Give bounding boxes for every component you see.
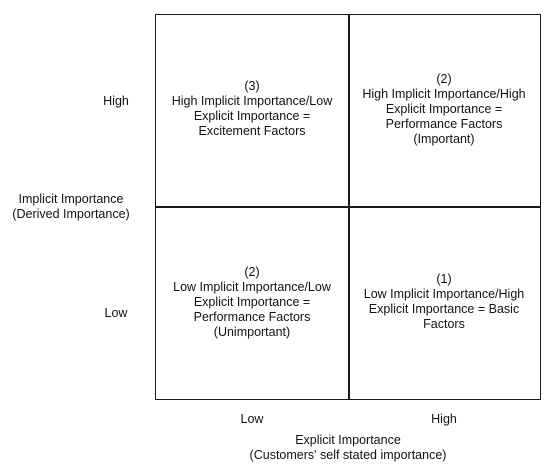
quadrant-line: (Unimportant) bbox=[213, 325, 291, 339]
quadrant-line: (Important) bbox=[413, 132, 475, 146]
x-axis-title-line2: (Customers' self stated importance) bbox=[249, 448, 447, 462]
quadrant-number: (2) bbox=[436, 72, 452, 86]
quadrant-number: (2) bbox=[244, 265, 260, 279]
quadrant-line: High Implicit Importance/Low bbox=[171, 94, 333, 108]
quadrant-line: Explicit Importance = Basic bbox=[368, 302, 520, 316]
x-axis-low-label: Low bbox=[240, 412, 264, 426]
quadrant-line: Low Implicit Importance/Low bbox=[173, 280, 331, 294]
y-axis-title-line1: Implicit Importance bbox=[18, 192, 124, 206]
quadrant-line: Performance Factors bbox=[193, 310, 311, 324]
y-axis-low-label: Low bbox=[104, 306, 128, 320]
quadrant-line: High Implicit Importance/High bbox=[362, 87, 526, 101]
quadrant-line: Explicit Importance = bbox=[193, 109, 311, 123]
quadrant-line: Performance Factors bbox=[385, 117, 503, 131]
y-axis-title-line2: (Derived Importance) bbox=[12, 207, 130, 221]
quadrant-performance-factors-important: (2) High Implicit Importance/High Explic… bbox=[349, 72, 539, 147]
quadrant-number: (3) bbox=[244, 79, 260, 93]
x-axis-title: Explicit Importance (Customers' self sta… bbox=[218, 433, 478, 463]
quadrant-line: Explicit Importance = bbox=[385, 102, 503, 116]
quadrant-excitement-factors: (3) High Implicit Importance/Low Explici… bbox=[157, 79, 347, 139]
matrix-horizontal-divider bbox=[155, 206, 541, 208]
quadrant-basic-factors: (1) Low Implicit Importance/High Explici… bbox=[349, 272, 539, 332]
quadrant-performance-factors-unimportant: (2) Low Implicit Importance/Low Explicit… bbox=[157, 265, 347, 340]
quadrant-line: Excitement Factors bbox=[198, 124, 306, 138]
quadrant-number: (1) bbox=[436, 272, 452, 286]
x-axis-high-label: High bbox=[431, 412, 457, 426]
quadrant-line: Explicit Importance = bbox=[193, 295, 311, 309]
y-axis-title: Implicit Importance (Derived Importance) bbox=[0, 192, 142, 222]
quadrant-line: Factors bbox=[423, 317, 465, 331]
y-axis-high-label: High bbox=[103, 94, 129, 108]
x-axis-title-line1: Explicit Importance bbox=[295, 433, 401, 447]
quadrant-line: Low Implicit Importance/High bbox=[363, 287, 525, 301]
